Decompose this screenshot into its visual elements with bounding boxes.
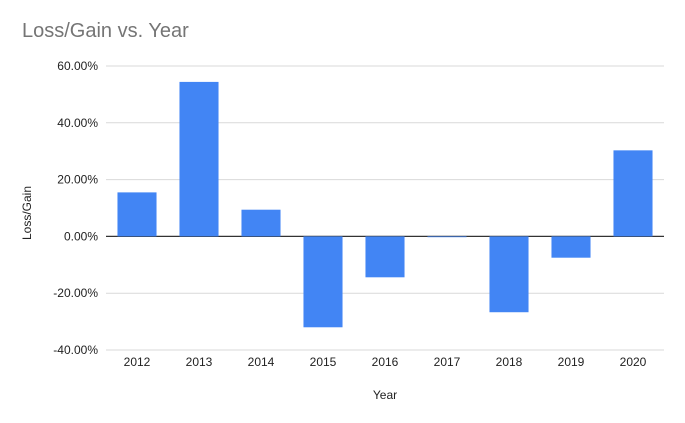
x-tick-label: 2013 [186, 355, 213, 369]
x-tick-label: 2017 [434, 355, 461, 369]
bars [117, 81, 653, 328]
bar-2017 [427, 236, 467, 238]
x-tick-label: 2016 [372, 355, 399, 369]
bar-2013 [179, 81, 219, 237]
x-tick-label: 2019 [558, 355, 585, 369]
x-axis-title: Year [373, 388, 397, 402]
x-tick-labels: 2012 2013 2014 2015 2016 2017 2018 2019 2020 [124, 355, 647, 369]
bar-2020 [613, 150, 653, 237]
y-tick-label: 40.00% [57, 116, 98, 130]
y-tick-label: 60.00% [57, 59, 98, 73]
y-tick-label: -20.00% [53, 286, 98, 300]
y-tick-label: 20.00% [57, 173, 98, 187]
bar-2018 [489, 236, 529, 313]
x-tick-label: 2012 [124, 355, 151, 369]
x-tick-label: 2015 [310, 355, 337, 369]
bar-2012 [117, 192, 157, 237]
y-axis-title: Loss/Gain [20, 186, 34, 240]
bar-2016 [365, 236, 405, 278]
x-tick-label: 2014 [248, 355, 275, 369]
bar-2019 [551, 236, 591, 258]
y-tick-label: -40.00% [53, 343, 98, 357]
bar-2014 [241, 209, 281, 237]
bar-2015 [303, 236, 343, 328]
y-tick-label: 0.00% [64, 229, 98, 243]
x-tick-label: 2020 [620, 355, 647, 369]
chart-title: Loss/Gain vs. Year [22, 20, 189, 42]
x-tick-label: 2018 [496, 355, 523, 369]
y-tick-labels: 60.00% 40.00% 20.00% 0.00% -20.00% -40.00% [53, 59, 98, 357]
